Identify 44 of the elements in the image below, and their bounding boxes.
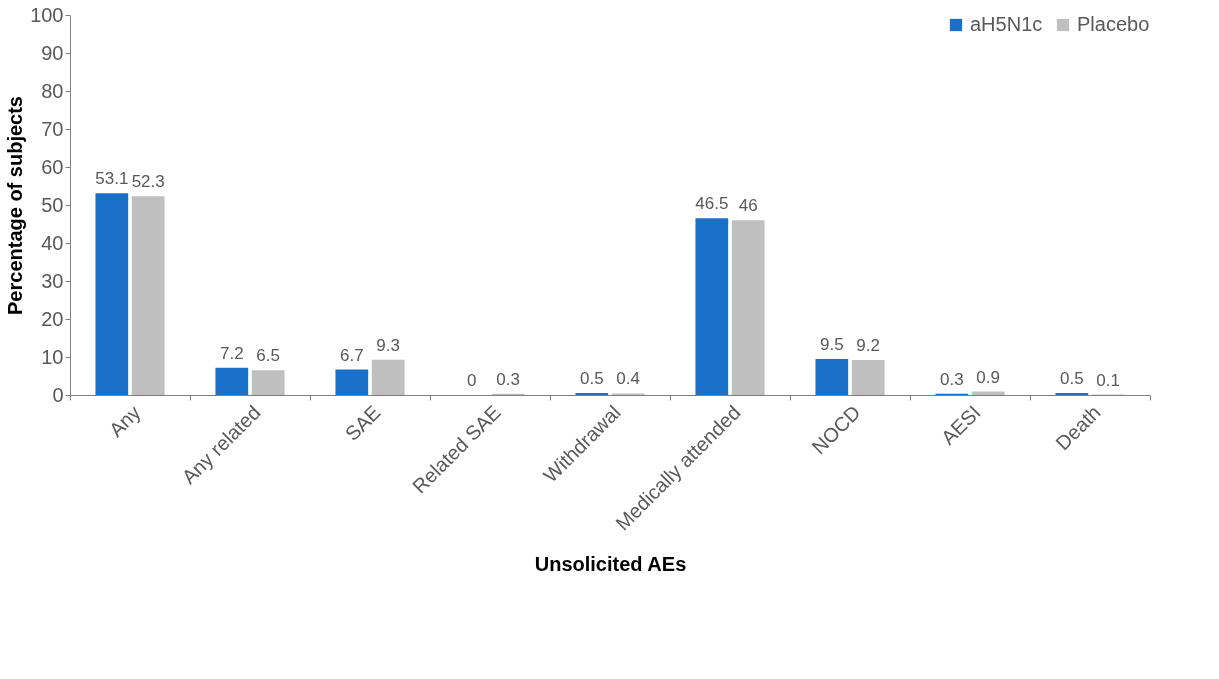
y-tick-label: 10 <box>41 345 64 368</box>
y-axis-title: Percentage of subjects <box>4 96 27 315</box>
bar <box>731 220 765 395</box>
bar <box>131 196 165 395</box>
y-tick-label: 100 <box>30 3 64 26</box>
bar <box>335 369 369 395</box>
data-label: 53.1 <box>95 169 129 189</box>
data-label: 46 <box>738 196 758 216</box>
data-label: 0.9 <box>976 367 1000 387</box>
y-tick-label: 70 <box>41 117 64 140</box>
data-label: 0.5 <box>580 369 604 389</box>
bar <box>95 193 129 395</box>
y-tick-label: 60 <box>41 155 64 178</box>
data-label: 46.5 <box>695 194 729 214</box>
bar <box>695 218 729 395</box>
bar <box>251 370 285 395</box>
y-tick-label: 80 <box>41 79 64 102</box>
data-label: 0.5 <box>1060 369 1084 389</box>
data-label: 0.3 <box>940 369 964 389</box>
data-label: 9.2 <box>856 336 880 356</box>
legend-label: Placebo <box>1077 13 1150 35</box>
y-tick-label: 40 <box>41 231 64 254</box>
x-tick-label: Any <box>104 401 145 442</box>
data-label: 0.3 <box>496 369 520 389</box>
bar <box>851 360 885 395</box>
bar <box>215 367 249 395</box>
x-axis-title: Unsolicited AEs <box>534 552 687 575</box>
data-label: 9.5 <box>820 334 844 354</box>
data-label: 7.2 <box>220 343 244 363</box>
bar <box>815 358 849 395</box>
y-tick-label: 20 <box>41 307 64 330</box>
y-tick-label: 90 <box>41 41 64 64</box>
data-label: 6.7 <box>340 345 364 365</box>
data-label: 6.5 <box>256 346 280 366</box>
y-tick-label: 0 <box>52 383 64 406</box>
data-label: 9.3 <box>376 335 400 355</box>
y-tick-label: 50 <box>41 193 64 216</box>
legend-label: aH5N1c <box>970 13 1043 35</box>
data-label: 0.1 <box>1096 370 1120 390</box>
data-label: 0 <box>467 371 477 390</box>
data-label: 0.4 <box>616 369 640 389</box>
bar <box>371 359 405 395</box>
y-tick-label: 30 <box>41 269 64 292</box>
data-label: 52.3 <box>131 172 165 192</box>
